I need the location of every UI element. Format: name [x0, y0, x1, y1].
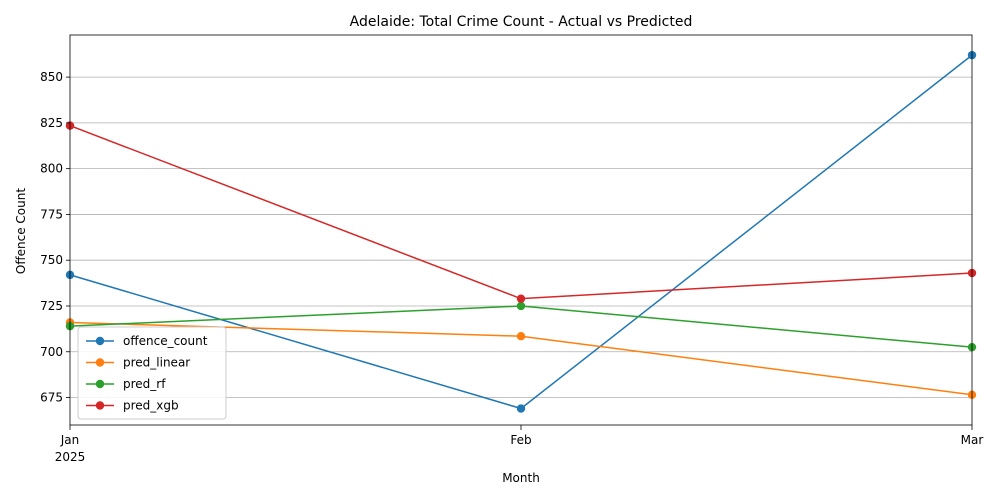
legend-label: offence_count [123, 334, 208, 348]
legend-label: pred_linear [123, 356, 190, 370]
legend-marker [95, 358, 105, 367]
data-point [516, 294, 526, 303]
legend-item: offence_count [86, 334, 208, 348]
chart-title: Adelaide: Total Crime Count - Actual vs … [350, 14, 693, 30]
x-axis-label: Month [502, 471, 540, 485]
legend-marker [95, 401, 105, 410]
y-tick-label: 750 [40, 253, 63, 267]
legend-item: pred_rf [86, 377, 166, 391]
y-axis-label: Offence Count [14, 188, 28, 274]
data-point [516, 301, 526, 311]
data-point [516, 404, 526, 413]
y-tick-label: 775 [40, 207, 63, 221]
x-tick-label: Mar [961, 433, 984, 447]
y-tick-label: 675 [40, 391, 63, 405]
legend-label: pred_rf [123, 377, 166, 391]
legend-item: pred_xgb [86, 399, 179, 413]
x-tick-label: Jan [60, 433, 80, 447]
legend-item: pred_linear [86, 356, 190, 370]
y-tick-label: 725 [40, 299, 63, 313]
y-axis-ticks: 675 700 725 750 775 800 825 850 [40, 70, 70, 405]
legend-marker [95, 336, 105, 346]
series-layer [65, 50, 977, 413]
x-axis-year-label: 2025 [55, 450, 86, 464]
x-axis-ticks: Jan Feb Mar [60, 425, 984, 447]
y-tick-label: 700 [40, 345, 63, 359]
data-point [516, 331, 526, 341]
y-tick-label: 800 [40, 162, 63, 176]
y-tick-label: 850 [40, 70, 63, 84]
legend-label: pred_xgb [123, 399, 179, 413]
legend: offence_count pred_linear pred_rf pred_xgb [77, 326, 227, 420]
x-tick-label: Feb [510, 433, 531, 447]
y-tick-label: 825 [40, 116, 63, 130]
legend-box [77, 326, 227, 420]
legend-marker [95, 379, 105, 389]
